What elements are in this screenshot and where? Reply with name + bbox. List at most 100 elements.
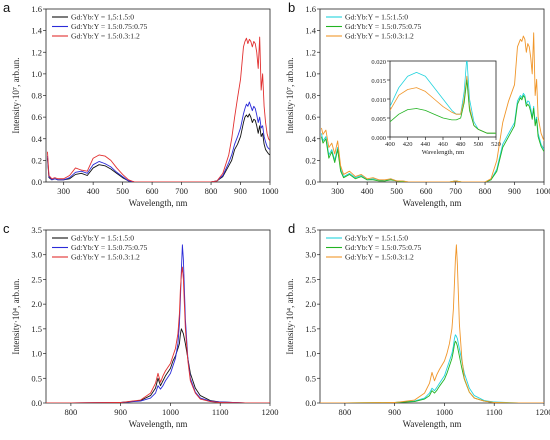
- panel-c: 800 900 1000 1100 1200 0.0 0.5 1.0 1.5 2.0 2.5 3.0 3…: [3, 221, 279, 429]
- legend-entry: Gd:Yb:Y = 1.5:0.75:0.75: [71, 22, 148, 31]
- y-tick-label: 2.5: [305, 274, 316, 284]
- plot-frame: [45, 8, 271, 183]
- series-line: [46, 244, 270, 403]
- y-tick-label: 0.4: [31, 134, 42, 144]
- x-axis-label: Wavelength, nm: [403, 198, 462, 208]
- series-line: [47, 101, 270, 182]
- series-line: [47, 36, 270, 182]
- x-tick-label: 1000: [162, 407, 179, 417]
- y-tick-label: 1.4: [31, 26, 42, 36]
- y-tick-label: 2.0: [305, 299, 316, 309]
- y-tick-label: 1.0: [305, 69, 316, 79]
- x-tick-label: 300: [331, 186, 344, 196]
- legend-entry: Gd:Yb:Y = 1.5:1.5:0: [345, 13, 408, 22]
- y-tick-label: 0.015: [371, 78, 386, 85]
- x-axis-label: Wavelength, nm: [129, 198, 188, 208]
- series-line: [390, 79, 496, 134]
- x-tick-label: 900: [508, 186, 521, 196]
- x-tick-label: 500: [116, 186, 129, 196]
- y-tick-label: 1.2: [31, 47, 42, 57]
- legend-entry: Gd:Yb:Y = 1.5:0.75:0.75: [345, 243, 422, 252]
- x-tick-label: 1000: [536, 186, 550, 196]
- legend-entry: Gd:Yb:Y = 1,5:1.5:0: [71, 13, 134, 22]
- y-tick-label: 0.6: [31, 112, 42, 122]
- panel-b: 300 400 500 600 700 800 900 1000 0.0 0.2 0.4 0.6 0.8…: [285, 0, 550, 208]
- series-line: [321, 92, 544, 182]
- y-tick-label: 3.0: [305, 250, 316, 260]
- x-tick-label: 1100: [212, 407, 229, 417]
- y-axis-label: Intensity·10⁷, arb.un.: [285, 57, 295, 133]
- series-line: [321, 95, 544, 182]
- x-tick-label: 600: [420, 186, 433, 196]
- y-tick-label: 0.020: [371, 59, 386, 66]
- x-tick-label: 800: [479, 186, 492, 196]
- x-tick-label: 1200: [262, 407, 279, 417]
- y-axis-label: Intensity·10⁴, arb.un.: [11, 278, 21, 354]
- x-tick-label: 900: [114, 407, 127, 417]
- legend-entry: Gd:Yb:Y = 1.5:0.3:1.2: [71, 32, 140, 41]
- legend-entry: Gd:Yb:Y = 1.5:0.3:1.2: [345, 253, 414, 262]
- y-tick-label: 0.000: [371, 135, 386, 142]
- y-tick-label: 0.8: [31, 91, 42, 101]
- series-line: [320, 244, 544, 403]
- x-tick-label: 800: [205, 186, 218, 196]
- y-tick-label: 2.5: [31, 274, 42, 284]
- x-tick-label: 520: [491, 141, 501, 148]
- x-tick-label: 700: [449, 186, 462, 196]
- y-tick-label: 1.0: [31, 349, 42, 359]
- x-tick-label: 300: [57, 186, 70, 196]
- y-tick-label: 1.5: [31, 324, 42, 334]
- series-line: [47, 113, 270, 182]
- panel-a: 300 400 500 600 700 800 900 1000 0.0 0.2 0.4 0.6 0.8…: [3, 0, 279, 208]
- inset-x-axis-label: Wavelength, nm: [422, 149, 464, 156]
- x-tick-label: 400: [385, 141, 395, 148]
- x-tick-label: 460: [438, 141, 448, 148]
- series-line: [321, 32, 544, 182]
- y-tick-label: 0.005: [371, 116, 386, 123]
- x-tick-label: 1100: [486, 407, 503, 417]
- y-tick-label: 0.010: [371, 97, 386, 104]
- x-tick-label: 500: [390, 186, 403, 196]
- panel-label: a: [3, 0, 11, 15]
- legend-entry: Gd:Yb:Y = 1.5:0.3:1.2: [71, 253, 140, 262]
- x-tick-label: 1200: [536, 407, 550, 417]
- y-axis-label: Intensity·10⁷, arb.un.: [11, 57, 21, 133]
- x-tick-label: 800: [339, 407, 352, 417]
- x-tick-label: 900: [234, 186, 247, 196]
- series-line: [320, 334, 544, 403]
- x-tick-label: 420: [403, 141, 413, 148]
- y-tick-label: 3.0: [31, 250, 42, 260]
- y-tick-label: 0.8: [305, 91, 316, 101]
- legend-entry: Gd:Yb:Y = 1.5:0.75:0.75: [71, 243, 148, 252]
- y-tick-label: 0.0: [305, 177, 316, 187]
- x-axis-label: Wavelength, nm: [129, 419, 188, 429]
- x-tick-label: 800: [65, 407, 78, 417]
- panel-label: c: [3, 221, 10, 236]
- legend: Gd:Yb:Y = 1.5:1.5:0Gd:Yb:Y = 1.5:0.75:0.…: [52, 234, 148, 262]
- x-tick-label: 500: [473, 141, 483, 148]
- x-tick-label: 400: [361, 186, 374, 196]
- y-tick-label: 2.0: [31, 299, 42, 309]
- panel-d: 800 900 1000 1100 1200 0.0 0.5 1.0 1.5 2.0 2.5 3.0 3…: [285, 221, 550, 429]
- y-tick-label: 1.5: [305, 324, 316, 334]
- y-axis-label: Intensity·10⁴, arb.un.: [285, 278, 295, 354]
- y-tick-label: 1.6: [305, 4, 316, 14]
- x-tick-label: 1000: [436, 407, 453, 417]
- y-tick-label: 0.4: [305, 134, 316, 144]
- panel-label: d: [288, 221, 295, 236]
- y-tick-label: 1.6: [31, 4, 42, 14]
- y-tick-label: 1.0: [31, 69, 42, 79]
- panel-label: b: [288, 0, 295, 15]
- legend: Gd:Yb:Y = 1.5:1.5:0Gd:Yb:Y = 1.5:0.75:0.…: [326, 234, 422, 262]
- series-line: [46, 328, 270, 403]
- y-tick-label: 0.2: [305, 155, 316, 165]
- y-tick-label: 0.0: [31, 398, 42, 408]
- x-tick-label: 400: [87, 186, 100, 196]
- x-tick-label: 900: [388, 407, 401, 417]
- legend-entry: Gd:Yb:Y = 1.5:1.5:0: [345, 234, 408, 243]
- x-tick-label: 600: [146, 186, 159, 196]
- inset: 400 420 440 460 480 500 520 0.000 0.005 0.010 0.01…: [371, 59, 501, 156]
- y-tick-label: 1.4: [305, 26, 316, 36]
- y-tick-label: 0.0: [31, 177, 42, 187]
- y-tick-label: 1.2: [305, 47, 316, 57]
